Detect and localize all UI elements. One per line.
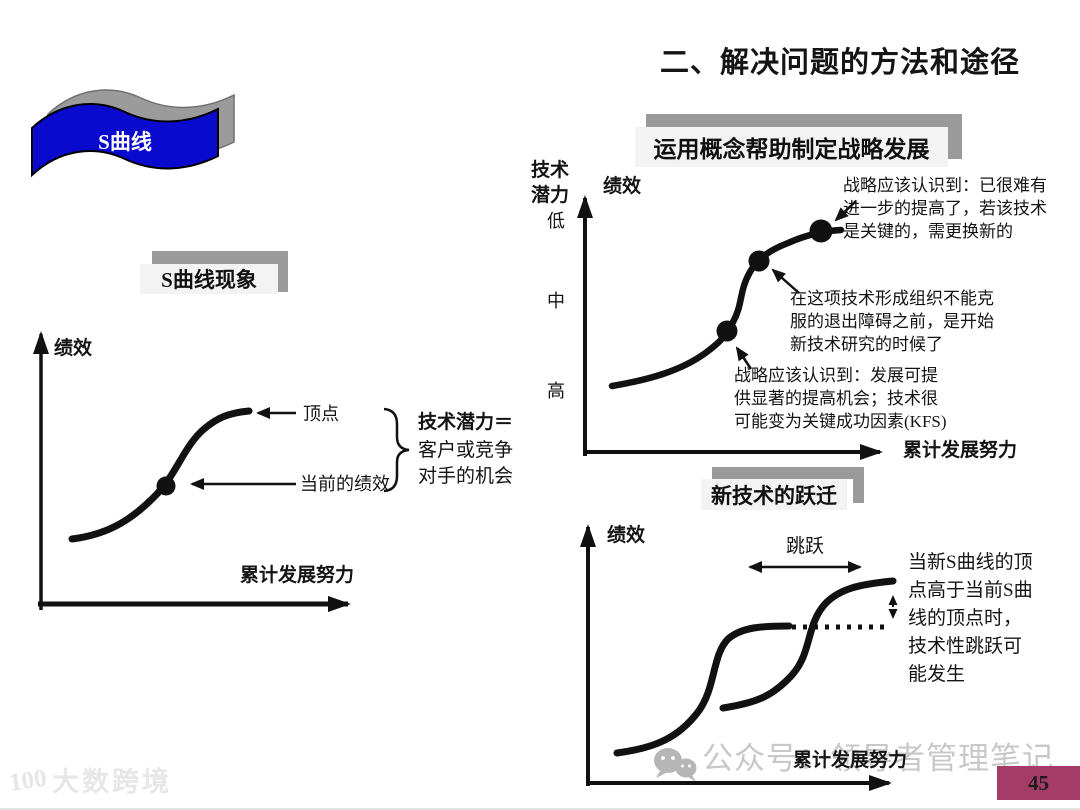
page-number: 45 [1028, 770, 1049, 795]
y-axis-label: 绩效 [607, 525, 646, 546]
tick-low: 低 [547, 211, 565, 231]
current-performance-label: 当前的绩效 [300, 474, 390, 494]
brace-title: 技术潜力＝ [418, 412, 514, 433]
apex-label: 顶点 [303, 404, 339, 424]
brand-watermark: 大数跨境 [52, 767, 172, 797]
header-shadow [277, 251, 288, 292]
annotation-mid: 在这项技术形成组织不能克 服的退出障碍之前，是开始 新技术研究的时候了 [790, 289, 994, 354]
strategy-chart [577, 195, 883, 460]
section-header-strategy: 运用概念帮助制定战略发展 [635, 127, 948, 167]
page-number-box: 45 [997, 766, 1080, 800]
brand-logo-icon: 100 [7, 765, 48, 797]
annotation-bottom: 战略应该认识到：发展可提 供显著的提高机会；技术很 可能变为关键成功因素(KFS… [734, 366, 947, 431]
jump-label: 跳跃 [786, 536, 825, 557]
s-curve [608, 226, 845, 390]
annotation-arrow-top [834, 200, 857, 222]
wechat-icon [654, 748, 697, 782]
annotation-arrow-mid [771, 268, 800, 294]
y-axis-label: 绩效 [603, 176, 642, 197]
x-axis-label: 累计发展努力 [903, 440, 1018, 461]
tick-mid: 中 [547, 291, 565, 311]
wechat-watermark: 公众号：领导者管理笔记 [702, 741, 1054, 776]
annotation-arrow-bottom [735, 346, 753, 370]
current-s-curve [613, 622, 793, 757]
section-header-phenomenon: S曲线现象 [140, 264, 278, 294]
low-point [716, 320, 738, 342]
banner-label: S曲线 [98, 130, 152, 154]
tick-high: 高 [547, 381, 565, 401]
header-shadow [712, 467, 864, 479]
brace-body: 客户或竞争 对手的机会 [418, 440, 514, 487]
x-axis-label: 累计发展努力 [793, 750, 908, 771]
y-axis-label: 绩效 [54, 338, 93, 359]
section-header-leap: 新技术的跃迁 [701, 479, 847, 510]
brace [383, 407, 410, 493]
ribbon-banner [31, 89, 235, 178]
top-point [809, 219, 833, 243]
s-curve [68, 407, 253, 543]
svg-text:100: 100 [7, 765, 48, 797]
page-title: 二、解决问题的方法和途径 [659, 47, 1020, 79]
leap-annotation: 当新S曲线的顶 点高于当前S曲 线的顶点时， 技术性跳跃可 能发生 [908, 552, 1033, 685]
tech-potential-axis-title: 技术 潜力 [531, 160, 570, 206]
leap-chart [580, 524, 898, 791]
x-axis-label: 累计发展努力 [240, 565, 355, 586]
new-s-curve [719, 577, 897, 712]
header-shadow [853, 467, 864, 503]
current-point [156, 476, 176, 496]
mid-point [748, 250, 770, 272]
header-shadow [948, 114, 962, 159]
header-shadow [646, 114, 962, 127]
header-shadow [152, 251, 288, 264]
phenomenon-chart [33, 331, 410, 612]
annotation-top: 战略应该认识到：已很难有 进一步的提高了，若该技术 是关键的，需更换新的 [843, 176, 1047, 241]
